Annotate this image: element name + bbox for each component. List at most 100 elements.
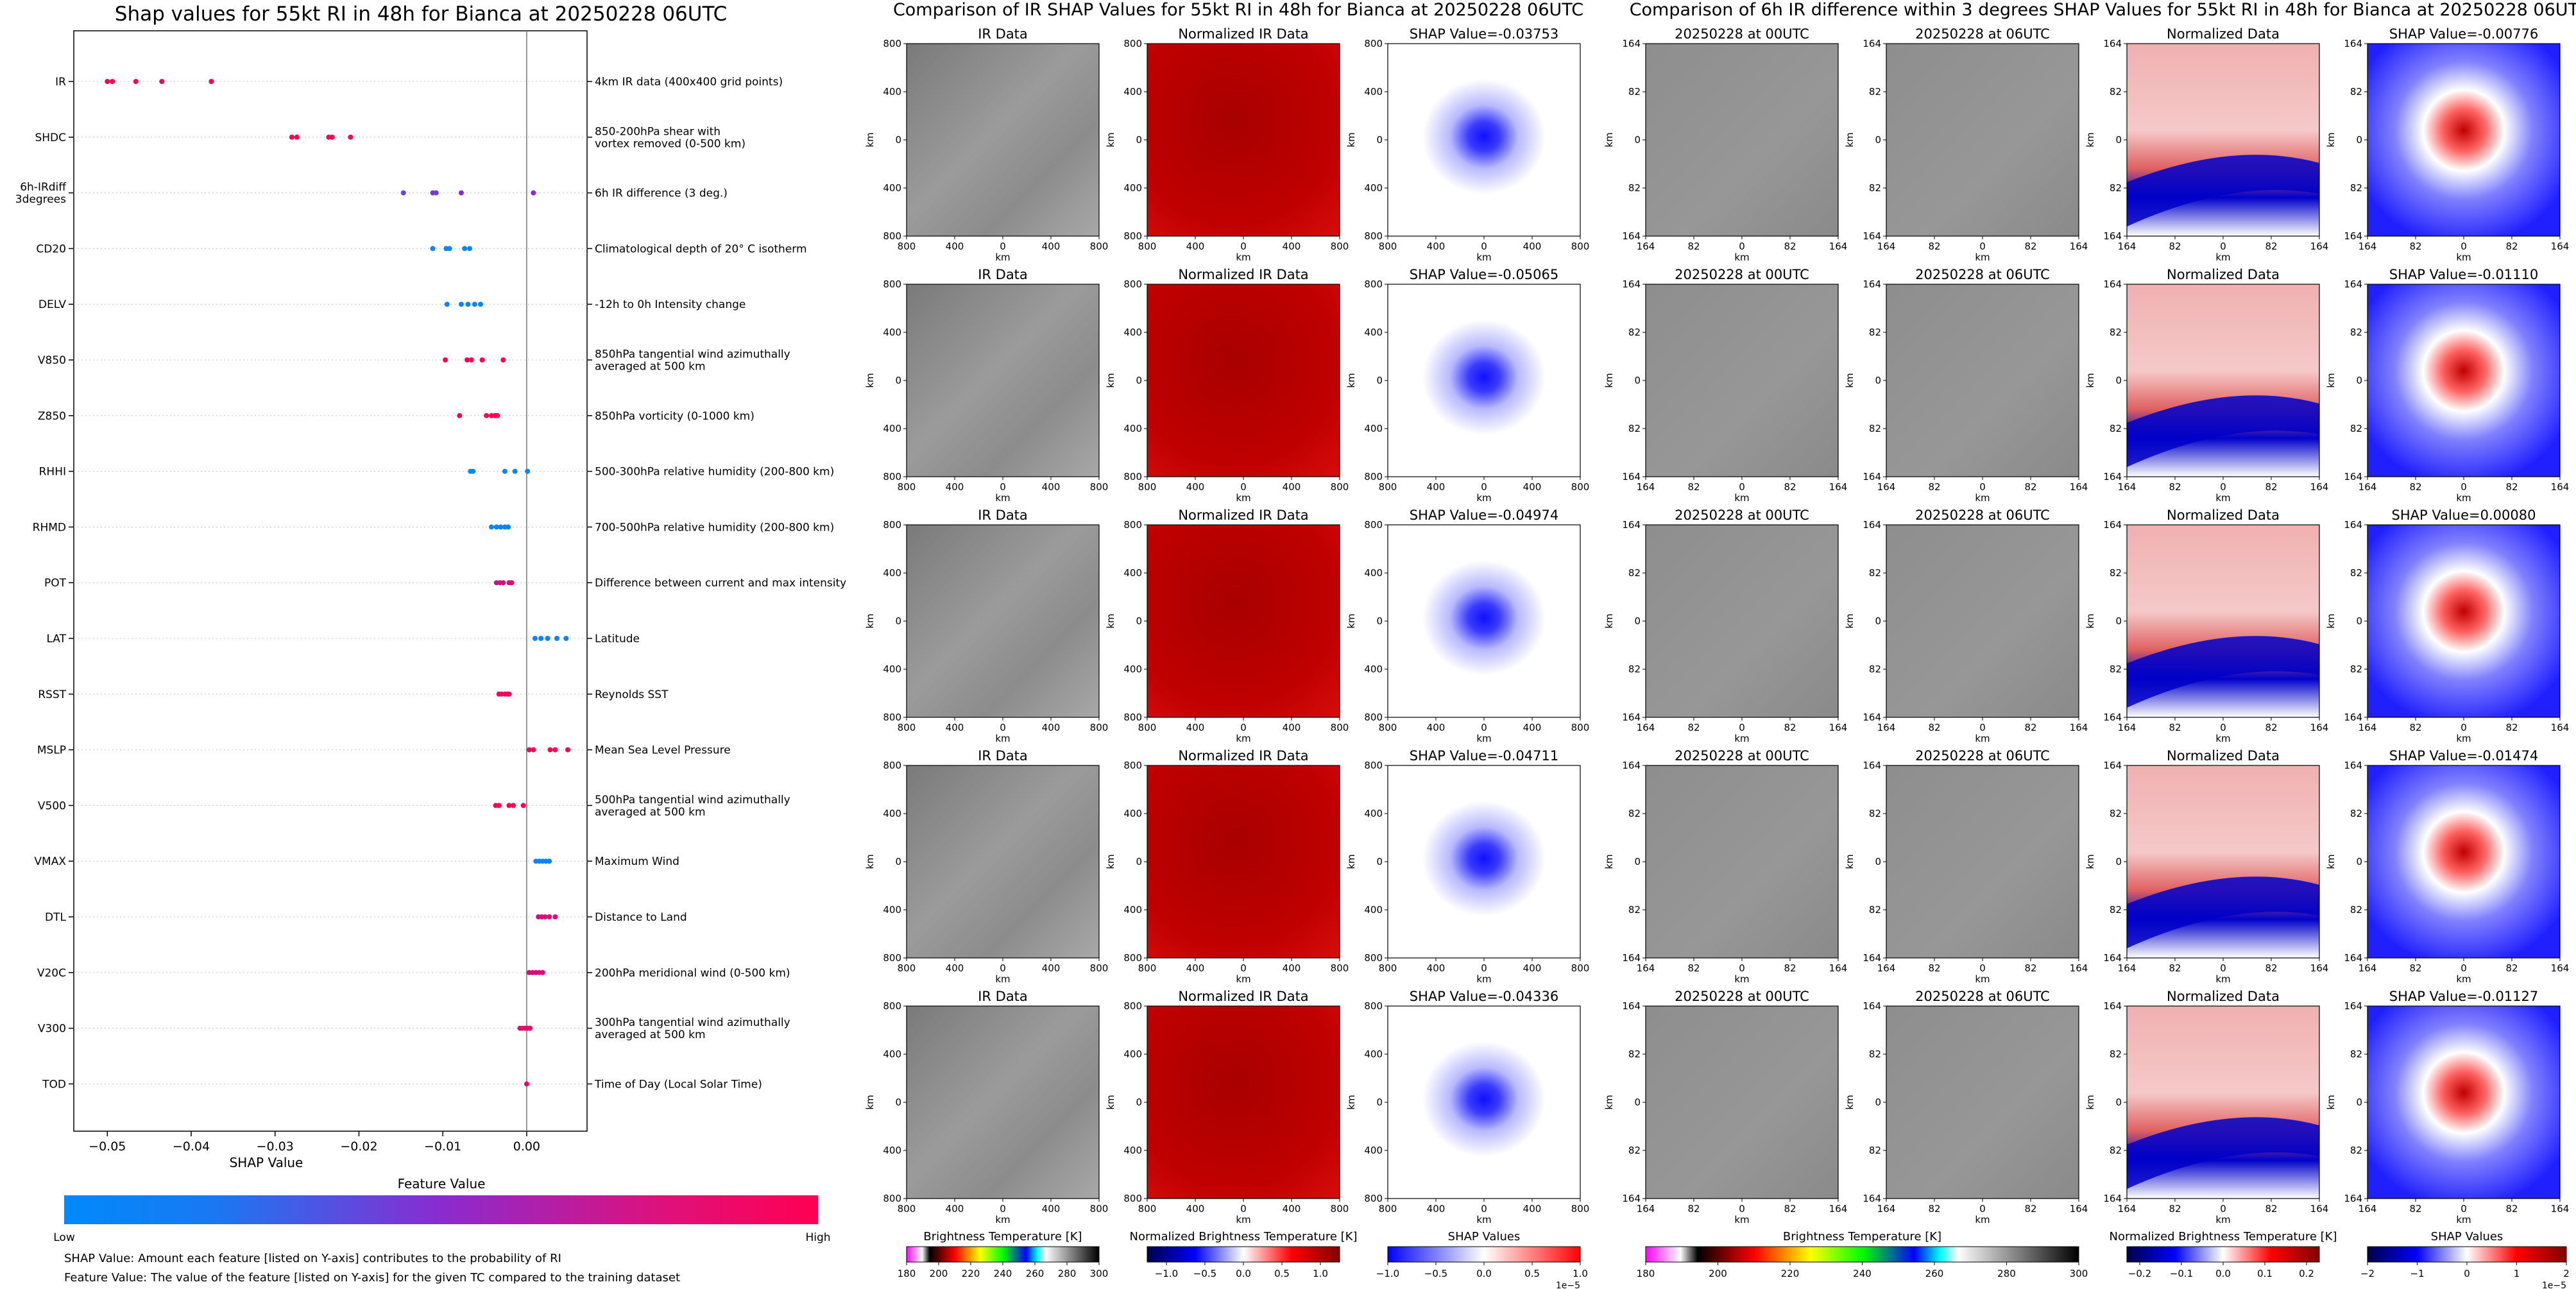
- x-tick-label: 164: [1829, 481, 1848, 493]
- x-axis-label: km: [1236, 973, 1250, 985]
- subplot-title: 20250228 at 00UTC: [1675, 26, 1809, 42]
- feature-desc: Maximum Wind: [595, 855, 679, 868]
- colorbar-tick-label: 1: [2514, 1268, 2520, 1279]
- x-tick-label: 400: [946, 481, 964, 493]
- y-axis-label: km: [864, 373, 876, 388]
- shap-point: [294, 134, 300, 140]
- x-tick-label: 82: [1784, 722, 1796, 733]
- cold-band: [2127, 395, 2319, 467]
- x-tick-label: 164: [1637, 722, 1655, 733]
- shap-point: [547, 914, 552, 919]
- shap-value-title: SHAP Value=-0.00776: [2389, 26, 2539, 42]
- y-tick-label: 400: [1123, 423, 1142, 434]
- x-axis-label: km: [1236, 492, 1250, 504]
- colorbar: [2367, 1246, 2567, 1263]
- shap-point: [512, 468, 518, 474]
- y-axis-label: km: [1603, 854, 1615, 869]
- y-tick-label: 82: [2350, 1145, 2362, 1156]
- y-tick-label: 400: [1123, 182, 1142, 194]
- y-axis-label: km: [1105, 132, 1116, 147]
- y-tick-label: 0: [2356, 856, 2362, 867]
- x-tick-label: 82: [1784, 481, 1796, 493]
- colorbar-tick-label: −1.0: [1155, 1268, 1178, 1279]
- y-tick-label: 164: [1863, 1193, 1881, 1204]
- x-axis-label: km: [1734, 492, 1749, 504]
- feature-label: CD20: [36, 243, 66, 255]
- x-axis-label: km: [1476, 252, 1491, 263]
- y-tick-label: 164: [1622, 278, 1641, 290]
- y-tick-label: 0: [1136, 134, 1142, 146]
- x-tick-label: 800: [1571, 481, 1590, 493]
- x-tick-label: 800: [1571, 1203, 1590, 1215]
- x-tick-label: 800: [1571, 962, 1590, 974]
- x-tick-label: 0: [1481, 722, 1487, 733]
- y-tick-label: 0: [895, 134, 901, 146]
- y-tick-label: 82: [1869, 567, 1881, 579]
- y-axis-label: km: [2325, 373, 2337, 388]
- feature-label: RHHI: [39, 466, 66, 479]
- y-tick-label: 164: [2344, 1000, 2362, 1012]
- x-tick-label: 400: [1186, 962, 1205, 974]
- y-tick-label: 164: [2103, 38, 2122, 49]
- feature-desc: Latitude: [595, 633, 640, 645]
- shap-point: [500, 580, 506, 586]
- feature-desc: Distance to Land: [595, 911, 687, 924]
- y-tick-label: 82: [1869, 182, 1881, 194]
- y-tick-label: 164: [1863, 760, 1881, 771]
- x-tick-label: 164: [2070, 241, 2088, 252]
- cold-band: [2127, 636, 2319, 708]
- y-tick-label: 0: [2115, 1097, 2122, 1108]
- x-tick-label: 82: [2024, 241, 2036, 252]
- shap-heat-blob: [1422, 1041, 1546, 1157]
- shap-point: [547, 747, 553, 753]
- subplot-title: 20250228 at 06UTC: [1915, 989, 2050, 1004]
- y-tick-label: 0: [895, 375, 901, 386]
- colorbar-tick-label: 280: [1058, 1268, 1077, 1279]
- colorbar: [1387, 1246, 1581, 1263]
- panel-title: Comparison of 6h IR difference within 3 …: [1630, 0, 2576, 20]
- x-tick-label: 82: [2409, 1203, 2421, 1215]
- y-tick-label: 400: [883, 808, 901, 819]
- x-tick-label: 400: [1523, 962, 1542, 974]
- subplot-title: IR Data: [978, 989, 1028, 1004]
- y-tick-label: 164: [1863, 519, 1881, 531]
- y-tick-label: 400: [883, 567, 901, 579]
- x-tick-label: 0: [2461, 962, 2467, 974]
- y-tick-label: 82: [1628, 808, 1641, 819]
- x-tick-label: 800: [898, 722, 916, 733]
- shap-value-title: SHAP Value=-0.04974: [1410, 508, 1559, 523]
- shap-value-title: SHAP Value=-0.05065: [1410, 267, 1559, 282]
- shap-point: [465, 302, 471, 307]
- x-tick-label: 400: [1523, 722, 1542, 733]
- x-tick-label: 164: [1829, 722, 1848, 733]
- y-tick-label: 400: [883, 904, 901, 916]
- ir-comparison-panel: Comparison of IR SHAP Values for 55kt RI…: [864, 0, 1589, 1289]
- shap-point: [496, 803, 502, 808]
- colorbar-tick-label: −1: [2410, 1268, 2424, 1279]
- shap-point: [447, 246, 452, 252]
- y-tick-label: 400: [1364, 327, 1383, 338]
- y-tick-label: 400: [883, 327, 901, 338]
- x-tick-label: 164: [2358, 962, 2377, 974]
- y-tick-label: 800: [1364, 38, 1383, 49]
- shap-heat-blob: [1422, 320, 1546, 435]
- x-tick-label: 164: [2070, 962, 2088, 974]
- shap-point: [526, 747, 532, 753]
- shap-point: [500, 357, 506, 363]
- x-tick-label: 800: [1090, 1203, 1109, 1215]
- shap-value-title: SHAP Value=0.00080: [2392, 508, 2536, 523]
- y-axis-label: km: [2085, 132, 2096, 147]
- x-tick-label: 0: [2461, 481, 2467, 493]
- y-tick-label: 400: [1364, 567, 1383, 579]
- x-tick-label: 0: [1000, 241, 1006, 252]
- y-tick-label: 82: [1869, 86, 1881, 98]
- x-tick-label: 800: [1571, 241, 1590, 252]
- y-tick-label: 800: [1123, 760, 1142, 771]
- y-axis-label: km: [1844, 132, 1855, 147]
- x-axis-label: km: [1476, 973, 1491, 985]
- x-tick-label: 82: [2505, 722, 2518, 733]
- feature-label: V500: [38, 799, 66, 812]
- shap-point: [502, 468, 508, 474]
- normalized-ir-image: [1147, 1006, 1340, 1199]
